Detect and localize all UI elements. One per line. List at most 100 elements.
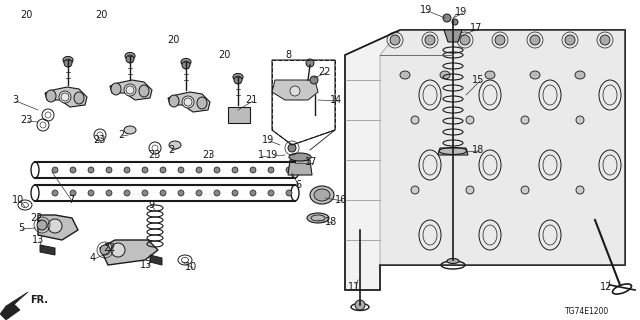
Circle shape bbox=[466, 186, 474, 194]
Circle shape bbox=[521, 186, 529, 194]
Text: 15: 15 bbox=[472, 75, 484, 85]
Circle shape bbox=[196, 167, 202, 173]
Text: 23: 23 bbox=[93, 135, 106, 145]
Circle shape bbox=[70, 167, 76, 173]
Circle shape bbox=[495, 35, 505, 45]
Text: 18: 18 bbox=[472, 145, 484, 155]
Ellipse shape bbox=[125, 52, 135, 60]
Circle shape bbox=[425, 35, 435, 45]
Ellipse shape bbox=[169, 141, 181, 149]
Ellipse shape bbox=[139, 85, 149, 97]
Text: 10: 10 bbox=[185, 262, 197, 272]
Text: 16: 16 bbox=[335, 195, 348, 205]
Ellipse shape bbox=[233, 74, 243, 81]
Ellipse shape bbox=[289, 153, 311, 161]
Polygon shape bbox=[38, 215, 78, 240]
Text: 19: 19 bbox=[266, 150, 278, 160]
Ellipse shape bbox=[111, 83, 121, 95]
Circle shape bbox=[178, 167, 184, 173]
Polygon shape bbox=[228, 107, 250, 123]
Polygon shape bbox=[345, 30, 625, 290]
Circle shape bbox=[250, 190, 256, 196]
Ellipse shape bbox=[485, 71, 495, 79]
Circle shape bbox=[600, 35, 610, 45]
Text: 20: 20 bbox=[20, 10, 33, 20]
Polygon shape bbox=[100, 240, 158, 265]
Text: 19: 19 bbox=[420, 5, 432, 15]
Circle shape bbox=[64, 59, 72, 67]
Ellipse shape bbox=[74, 92, 84, 104]
Circle shape bbox=[124, 84, 136, 96]
Circle shape bbox=[111, 243, 125, 257]
Circle shape bbox=[48, 219, 62, 233]
Circle shape bbox=[52, 167, 58, 173]
Text: 2: 2 bbox=[118, 130, 124, 140]
Circle shape bbox=[286, 190, 292, 196]
Text: 13: 13 bbox=[140, 260, 152, 270]
Circle shape bbox=[576, 186, 584, 194]
Circle shape bbox=[521, 116, 529, 124]
Text: 22: 22 bbox=[318, 67, 330, 77]
Circle shape bbox=[411, 186, 419, 194]
Circle shape bbox=[268, 190, 274, 196]
Text: 20: 20 bbox=[218, 50, 230, 60]
Ellipse shape bbox=[63, 57, 73, 63]
Circle shape bbox=[160, 167, 166, 173]
Text: 18: 18 bbox=[325, 217, 337, 227]
Text: 2: 2 bbox=[168, 145, 174, 155]
Ellipse shape bbox=[197, 97, 207, 109]
Circle shape bbox=[565, 35, 575, 45]
Polygon shape bbox=[45, 87, 87, 107]
Text: 10: 10 bbox=[12, 195, 24, 205]
Text: 19: 19 bbox=[262, 135, 275, 145]
Text: 11: 11 bbox=[348, 282, 360, 292]
Text: 13: 13 bbox=[32, 235, 44, 245]
Circle shape bbox=[355, 300, 365, 310]
Circle shape bbox=[232, 190, 238, 196]
Text: 5: 5 bbox=[18, 223, 24, 233]
Circle shape bbox=[160, 190, 166, 196]
Polygon shape bbox=[272, 80, 318, 100]
Polygon shape bbox=[40, 245, 55, 255]
Text: 21: 21 bbox=[245, 95, 257, 105]
Polygon shape bbox=[110, 80, 152, 100]
Circle shape bbox=[250, 167, 256, 173]
Circle shape bbox=[290, 86, 300, 96]
Circle shape bbox=[70, 190, 76, 196]
Text: 7: 7 bbox=[68, 195, 74, 205]
Circle shape bbox=[124, 167, 130, 173]
Circle shape bbox=[88, 190, 94, 196]
Text: TG74E1200: TG74E1200 bbox=[565, 308, 609, 316]
Circle shape bbox=[196, 190, 202, 196]
Circle shape bbox=[178, 190, 184, 196]
Text: 20: 20 bbox=[95, 10, 108, 20]
Circle shape bbox=[182, 96, 194, 108]
Text: FR.: FR. bbox=[30, 295, 48, 305]
Text: 1: 1 bbox=[258, 150, 264, 160]
Text: 19: 19 bbox=[455, 7, 467, 17]
Circle shape bbox=[232, 167, 238, 173]
Circle shape bbox=[88, 167, 94, 173]
Polygon shape bbox=[288, 160, 312, 175]
Polygon shape bbox=[150, 255, 162, 265]
Ellipse shape bbox=[181, 59, 191, 66]
Ellipse shape bbox=[575, 71, 585, 79]
Text: 22: 22 bbox=[103, 243, 115, 253]
Circle shape bbox=[310, 76, 318, 84]
Circle shape bbox=[106, 167, 112, 173]
Polygon shape bbox=[380, 30, 625, 265]
Circle shape bbox=[411, 116, 419, 124]
Circle shape bbox=[52, 190, 58, 196]
Circle shape bbox=[124, 190, 130, 196]
Polygon shape bbox=[444, 30, 462, 42]
Ellipse shape bbox=[314, 189, 330, 201]
Polygon shape bbox=[0, 292, 28, 320]
Ellipse shape bbox=[124, 126, 136, 134]
Circle shape bbox=[466, 116, 474, 124]
Text: 17: 17 bbox=[305, 157, 317, 167]
Polygon shape bbox=[438, 148, 468, 155]
Ellipse shape bbox=[46, 90, 56, 102]
Ellipse shape bbox=[310, 186, 334, 204]
Text: 22: 22 bbox=[30, 213, 42, 223]
Circle shape bbox=[306, 59, 314, 67]
